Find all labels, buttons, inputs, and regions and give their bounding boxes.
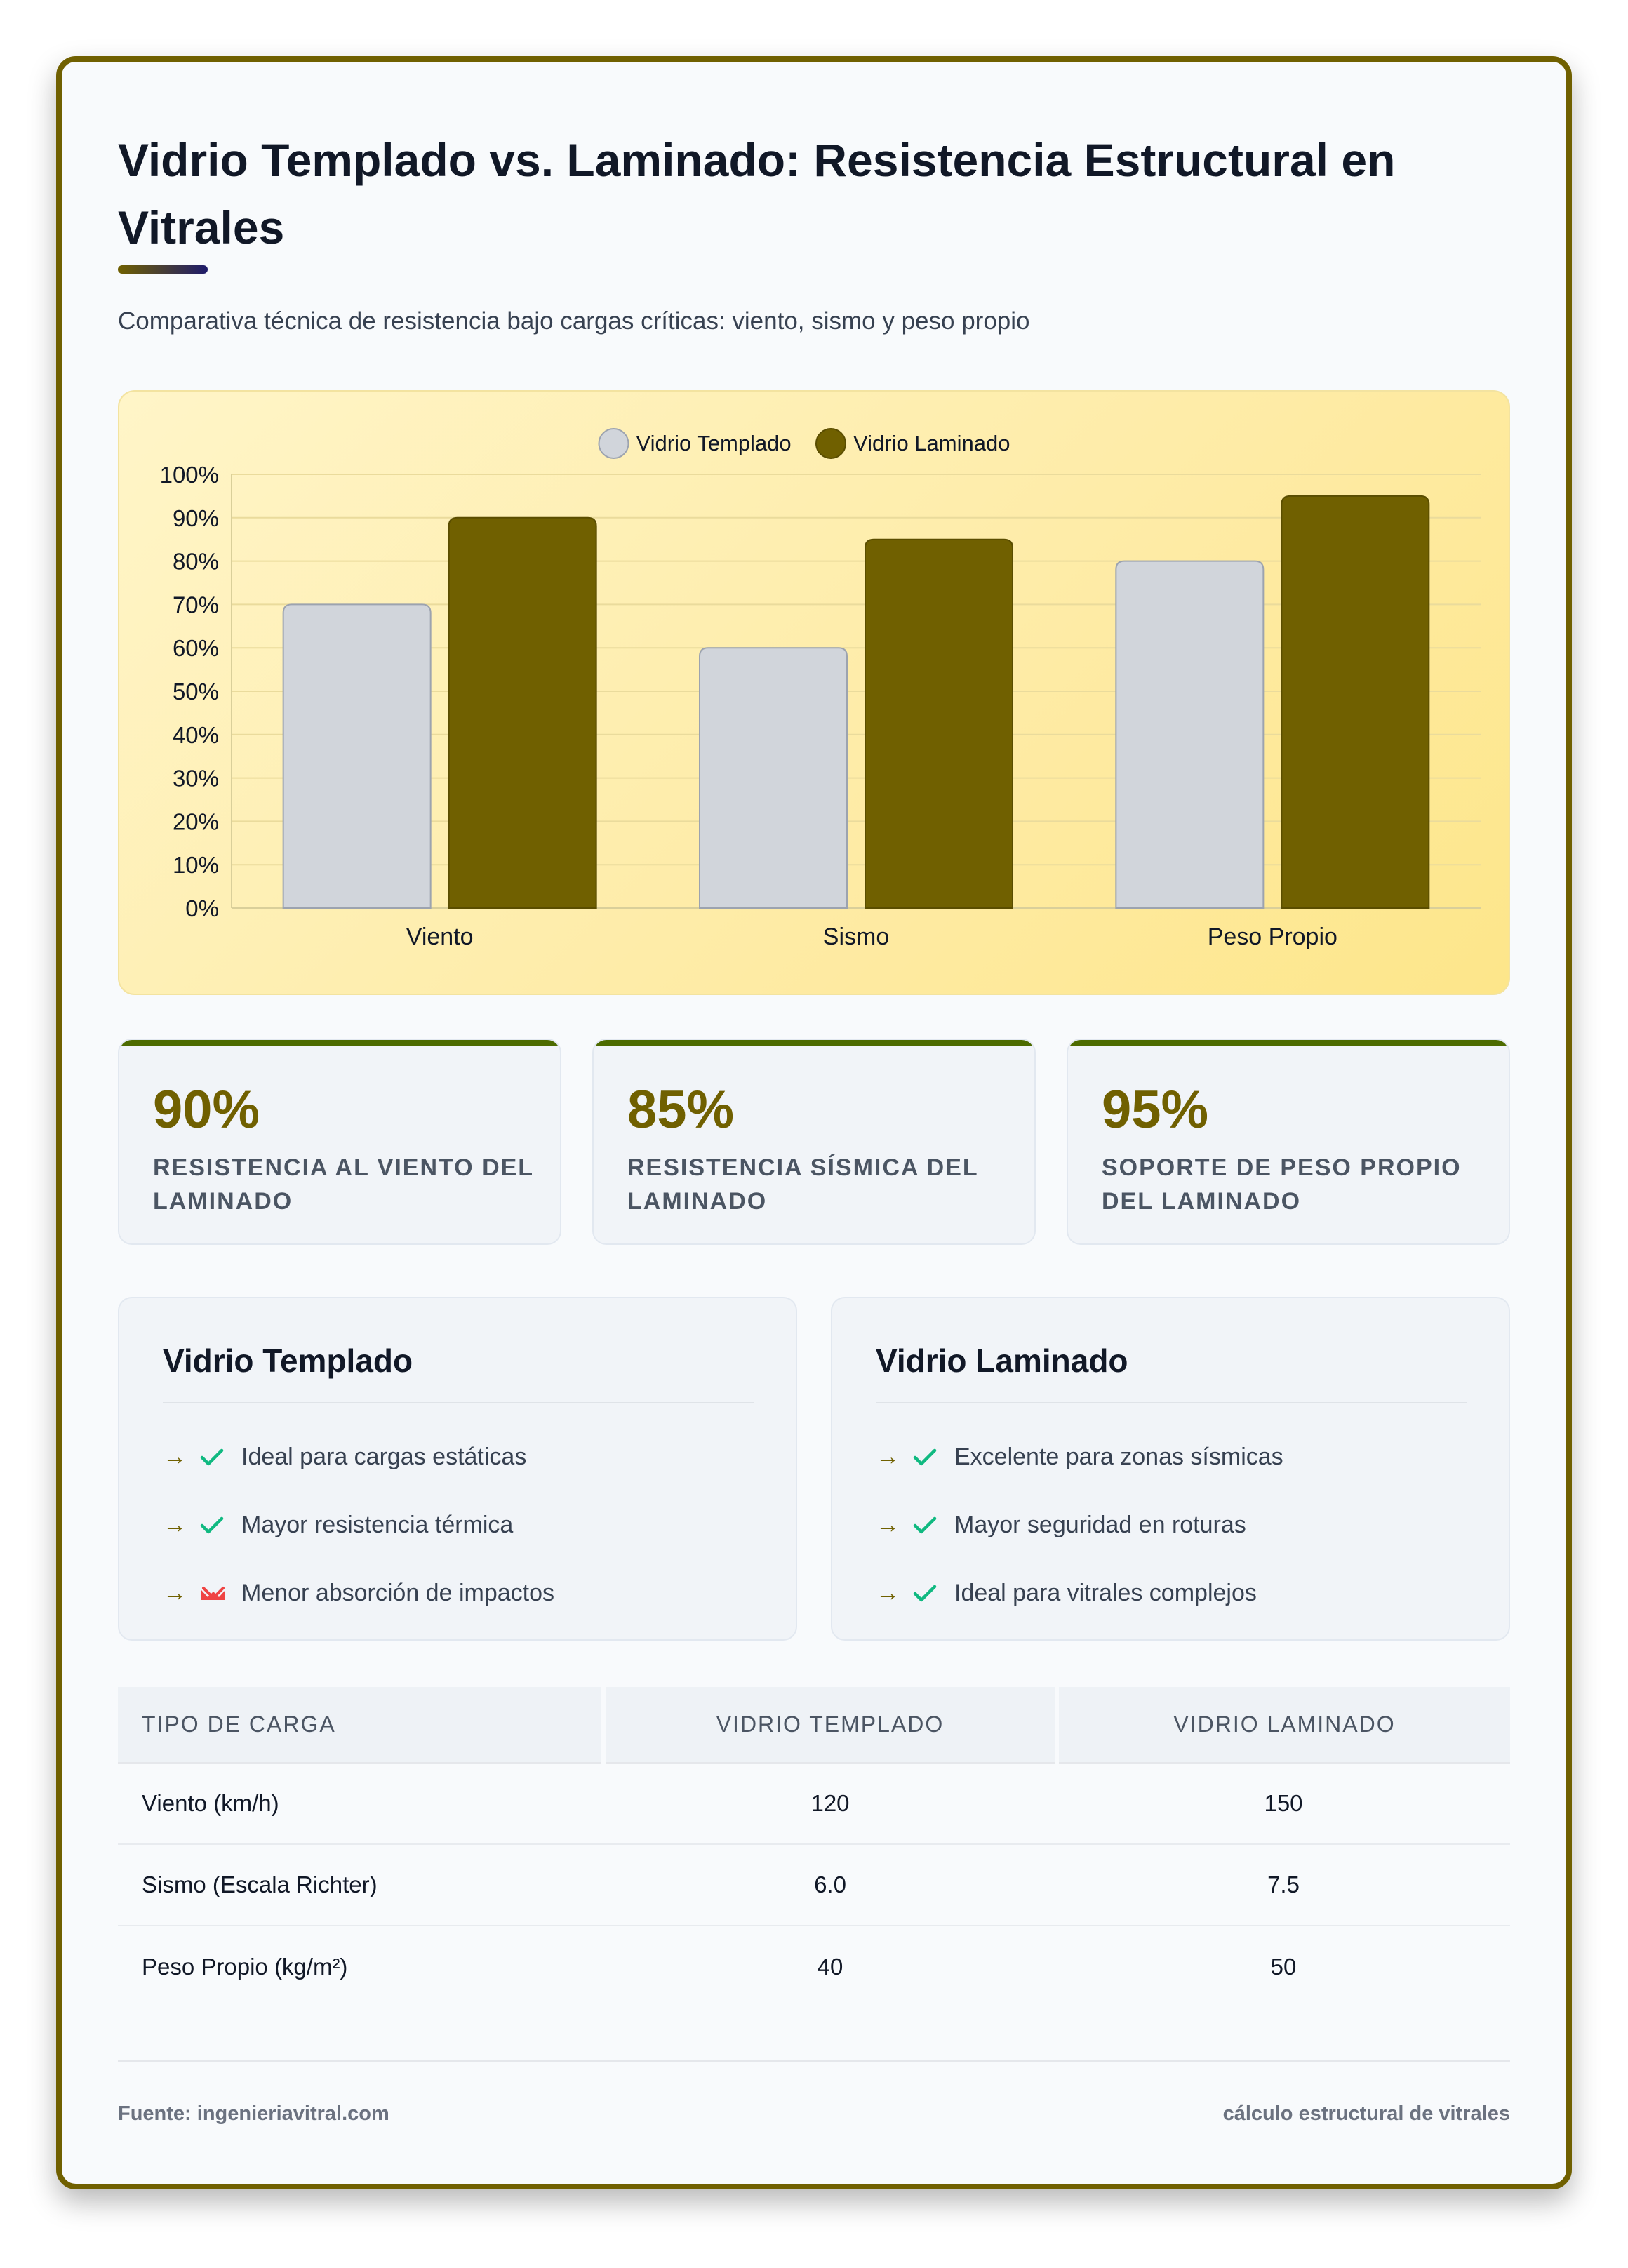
feature-list: → Excelente para zonas sísmicas → Mayor … <box>876 1423 1467 1627</box>
legend-swatch <box>598 428 629 459</box>
page-subtitle: Comparativa técnica de resistencia bajo … <box>118 307 1030 335</box>
legend-label: Vidrio Templado <box>636 431 792 455</box>
list-item: → Ideal para cargas estáticas <box>163 1423 754 1491</box>
table-header-row: TIPO DE CARGA VIDRIO TEMPLADO VIDRIO LAM… <box>118 1687 1510 1764</box>
y-tick-label: 40% <box>173 722 219 748</box>
stat-card-wind: 90% RESISTENCIA AL VIENTO DEL LAMINADO <box>118 1039 561 1245</box>
y-tick-label: 100% <box>160 462 219 488</box>
feature-text: Mayor resistencia térmica <box>241 1512 514 1538</box>
bar-chart: 0% 10% 20% 30% 40% 50% 60% 70% 80% 90% 100% Viento S… <box>160 428 1481 950</box>
check-icon <box>912 1447 954 1468</box>
y-tick-label: 10% <box>173 852 219 878</box>
list-item: → Mayor resistencia térmica <box>163 1491 754 1559</box>
arrow-icon: → <box>876 1512 900 1538</box>
stats-row: 90% RESISTENCIA AL VIENTO DEL LAMINADO 8… <box>118 1039 1510 1249</box>
stat-label: RESISTENCIA AL VIENTO DEL LAMINADO <box>153 1154 534 1215</box>
feature-text: Menor absorción de impactos <box>241 1580 555 1606</box>
stat-value: 85% <box>627 1080 735 1140</box>
comparison-section: Vidrio Templado → Ideal para cargas está… <box>118 1297 1510 1641</box>
panel-divider <box>163 1402 754 1403</box>
table-cell: 7.5 <box>1057 1844 1510 1926</box>
check-icon <box>912 1515 954 1536</box>
feature-text: Mayor seguridad en roturas <box>954 1512 1246 1538</box>
x-tick-label: Viento <box>406 923 474 950</box>
panel-title: Vidrio Templado <box>163 1342 413 1379</box>
panel-laminado: Vidrio Laminado → Excelente para zonas s… <box>831 1297 1510 1641</box>
table-row: Sismo (Escala Richter) 6.0 7.5 <box>118 1844 1510 1926</box>
bar-templado-2 <box>1115 560 1265 909</box>
panel-title: Vidrio Laminado <box>876 1342 1128 1379</box>
column-header: VIDRIO TEMPLADO <box>603 1687 1059 1764</box>
bar-templado-0 <box>282 603 432 909</box>
table-cell: 40 <box>817 1953 843 1980</box>
panel-divider <box>876 1402 1467 1403</box>
check-icon <box>912 1583 954 1604</box>
chart-panel: 0% 10% 20% 30% 40% 50% 60% 70% 80% 90% 100% Viento S… <box>118 390 1510 995</box>
arrow-icon: → <box>163 1443 187 1470</box>
feature-text: Ideal para cargas estáticas <box>241 1443 527 1470</box>
stat-card-seismic: 85% RESISTENCIA SÍSMICA DEL LAMINADO <box>592 1039 1036 1245</box>
list-item: → Excelente para zonas sísmicas <box>876 1423 1467 1491</box>
column-header: VIDRIO LAMINADO <box>1057 1687 1510 1764</box>
infographic-card: Vidrio Templado vs. Laminado: Resistenci… <box>56 56 1572 2189</box>
stat-card-weight: 95% SOPORTE DE PESO PROPIO DEL LAMINADO <box>1067 1039 1510 1245</box>
arrow-icon: → <box>163 1580 187 1606</box>
legend-label: Vidrio Laminado <box>853 431 1010 455</box>
arrow-icon: → <box>163 1512 187 1538</box>
check-icon <box>199 1447 241 1468</box>
feature-text: Ideal para vitrales complejos <box>954 1580 1257 1606</box>
panel-templado: Vidrio Templado → Ideal para cargas está… <box>118 1297 797 1641</box>
list-item: → Menor absorción de impactos <box>163 1559 754 1627</box>
footer-tagline: cálculo estructural de vitrales <box>1222 2102 1510 2125</box>
title-underline <box>118 265 208 274</box>
table-cell: 150 <box>1057 1763 1510 1845</box>
feature-text: Excelente para zonas sísmicas <box>954 1443 1283 1470</box>
arrow-icon: → <box>876 1580 900 1606</box>
table-cell: Sismo (Escala Richter) <box>118 1844 603 1926</box>
table-cell: 50 <box>1270 1953 1297 1980</box>
stat-label: SOPORTE DE PESO PROPIO DEL LAMINADO <box>1102 1154 1462 1215</box>
table-cell: Peso Propio (kg/m²) <box>142 1953 348 1980</box>
list-item: → Ideal para vitrales complejos <box>876 1559 1467 1627</box>
feature-list: → Ideal para cargas estáticas → Mayor re… <box>163 1423 754 1627</box>
y-tick-label: 90% <box>173 505 219 531</box>
y-tick-label: 0% <box>185 895 219 921</box>
check-icon <box>199 1515 241 1536</box>
x-tick-label: Peso Propio <box>1208 923 1337 950</box>
footer-source: Fuente: ingenieriavitral.com <box>118 2102 389 2125</box>
x-tick-label: Sismo <box>823 923 889 950</box>
column-header: TIPO DE CARGA <box>118 1687 606 1764</box>
stat-label: RESISTENCIA SÍSMICA DEL LAMINADO <box>627 1154 979 1215</box>
list-item: → Mayor seguridad en roturas <box>876 1491 1467 1559</box>
arrow-icon: → <box>876 1443 900 1470</box>
y-tick-label: 30% <box>173 766 219 792</box>
bar-laminado-1 <box>865 538 1013 909</box>
data-table: TIPO DE CARGA VIDRIO TEMPLADO VIDRIO LAM… <box>118 1687 1510 2007</box>
bar-laminado-0 <box>448 516 597 909</box>
y-tick-label: 20% <box>173 808 219 834</box>
cross-icon <box>199 1583 241 1604</box>
page-title: Vidrio Templado vs. Laminado: Resistenci… <box>118 134 1396 253</box>
table-cell: 120 <box>603 1763 1057 1845</box>
bar-templado-1 <box>699 647 848 909</box>
y-tick-label: 70% <box>173 592 219 618</box>
table-cell: Viento (km/h) <box>118 1763 603 1845</box>
table-row: Peso Propio (kg/m²) 40 50 <box>118 1926 1510 2007</box>
legend-swatch <box>815 428 846 459</box>
stat-value: 90% <box>153 1080 260 1140</box>
y-tick-label: 60% <box>173 635 219 661</box>
y-tick-label: 50% <box>173 679 219 705</box>
bar-laminado-2 <box>1281 495 1430 909</box>
table-cell: 6.0 <box>603 1844 1057 1926</box>
stat-value: 95% <box>1102 1080 1209 1140</box>
y-tick-label: 80% <box>173 549 219 575</box>
footer-divider <box>118 2060 1510 2062</box>
table-row: Viento (km/h) 120 150 <box>118 1763 1510 1845</box>
